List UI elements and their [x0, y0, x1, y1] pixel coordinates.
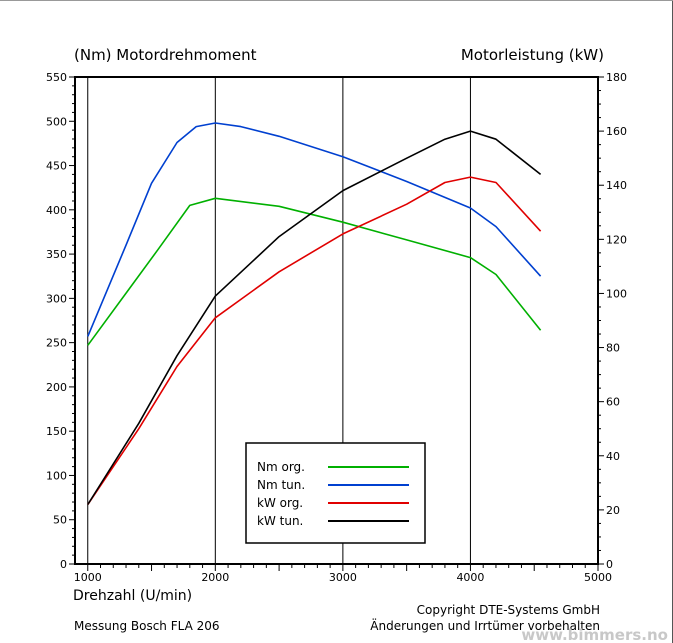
- series-line-nm-tun: [87, 122, 542, 337]
- y-right-tick-label: 120: [606, 233, 627, 246]
- x-tick-label: 1000: [74, 571, 102, 584]
- y-left-tick-label: 400: [46, 204, 67, 217]
- series-line-kw-org: [87, 176, 542, 505]
- y-right-tick-label: 60: [606, 396, 620, 409]
- y-right-tick-label: 40: [606, 450, 620, 463]
- y-left-tick-label: 100: [46, 469, 67, 482]
- y-left-tick-label: 250: [46, 337, 67, 350]
- legend-label-nm-org: Nm org.: [257, 460, 305, 474]
- y-left-tick-label: 0: [60, 558, 67, 571]
- y-right-tick-label: 180: [606, 71, 627, 84]
- series-line-kw-tun: [87, 130, 542, 505]
- y-left-tick-label: 200: [46, 381, 67, 394]
- y-left-tick-label: 450: [46, 160, 67, 173]
- y-left-tick-label: 350: [46, 248, 67, 261]
- title-right: Motorleistung (kW): [461, 46, 604, 64]
- title-left: (Nm) Motordrehmoment: [74, 46, 257, 64]
- y-right-tick-label: 20: [606, 504, 620, 517]
- y-right-tick-label: 80: [606, 342, 620, 355]
- y-left-tick-label: 550: [46, 71, 67, 84]
- x-tick-label: 5000: [584, 571, 612, 584]
- x-tick-label: 4000: [456, 571, 484, 584]
- y-right-tick-label: 140: [606, 179, 627, 192]
- y-left-tick-label: 500: [46, 115, 67, 128]
- legend-label-kw-org: kW org.: [257, 496, 303, 510]
- x-tick-label: 3000: [329, 571, 357, 584]
- x-tick-label: 2000: [201, 571, 229, 584]
- y-right-tick-label: 100: [606, 287, 627, 300]
- tick-layer: 1000 2000 3000 4000 500005010015020025030035…: [46, 71, 627, 584]
- legend-label-kw-tun: kW tun.: [257, 514, 303, 528]
- footer-left: Messung Bosch FLA 206: [74, 619, 220, 633]
- y-left-tick-label: 50: [53, 514, 67, 527]
- footer-copyright: Copyright DTE-Systems GmbH: [417, 603, 600, 617]
- legend-label-nm-tun: Nm tun.: [257, 478, 305, 492]
- y-right-tick-label: 160: [606, 125, 627, 138]
- y-right-tick-label: 0: [606, 558, 613, 571]
- y-left-tick-label: 300: [46, 292, 67, 305]
- watermark: www.bimmers.no: [521, 626, 668, 643]
- footer-disclaimer: Änderungen und Irrtümer vorbehalten: [370, 618, 600, 633]
- legend-entries: Nm org. Nm tun. kW org. kW tun.: [257, 460, 409, 528]
- legend-box: [245, 442, 426, 544]
- x-axis-label: Drehzahl (U/min): [73, 588, 192, 604]
- series-layer: [87, 122, 542, 505]
- legend: Nm org. Nm tun. kW org. kW tun.: [245, 442, 426, 544]
- y-left-tick-label: 150: [46, 425, 67, 438]
